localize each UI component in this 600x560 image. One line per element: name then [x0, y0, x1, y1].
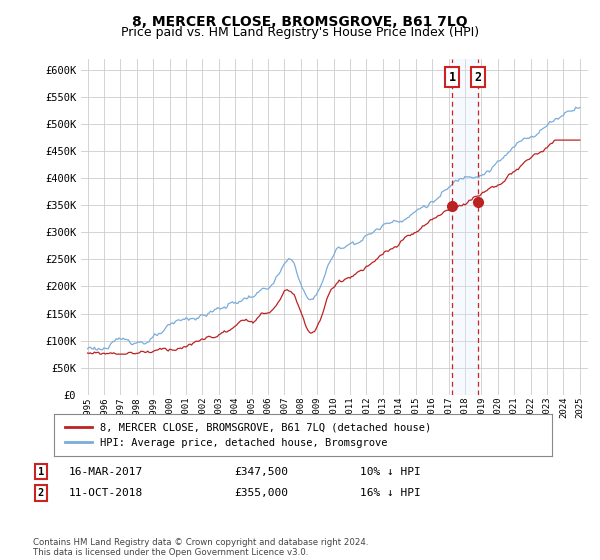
- Text: 1: 1: [448, 71, 455, 83]
- Text: Price paid vs. HM Land Registry's House Price Index (HPI): Price paid vs. HM Land Registry's House …: [121, 26, 479, 39]
- Text: 2: 2: [474, 71, 481, 83]
- Text: Contains HM Land Registry data © Crown copyright and database right 2024.
This d: Contains HM Land Registry data © Crown c…: [33, 538, 368, 557]
- Text: 16-MAR-2017: 16-MAR-2017: [69, 466, 143, 477]
- Legend: 8, MERCER CLOSE, BROMSGROVE, B61 7LQ (detached house), HPI: Average price, detac: 8, MERCER CLOSE, BROMSGROVE, B61 7LQ (de…: [59, 416, 437, 455]
- Text: 11-OCT-2018: 11-OCT-2018: [69, 488, 143, 498]
- Text: £355,000: £355,000: [234, 488, 288, 498]
- Text: 8, MERCER CLOSE, BROMSGROVE, B61 7LQ: 8, MERCER CLOSE, BROMSGROVE, B61 7LQ: [132, 15, 468, 29]
- Text: 16% ↓ HPI: 16% ↓ HPI: [360, 488, 421, 498]
- Text: 2: 2: [38, 488, 44, 498]
- Text: 1: 1: [38, 466, 44, 477]
- Text: 10% ↓ HPI: 10% ↓ HPI: [360, 466, 421, 477]
- Text: £347,500: £347,500: [234, 466, 288, 477]
- Bar: [452, 59, 478, 395]
